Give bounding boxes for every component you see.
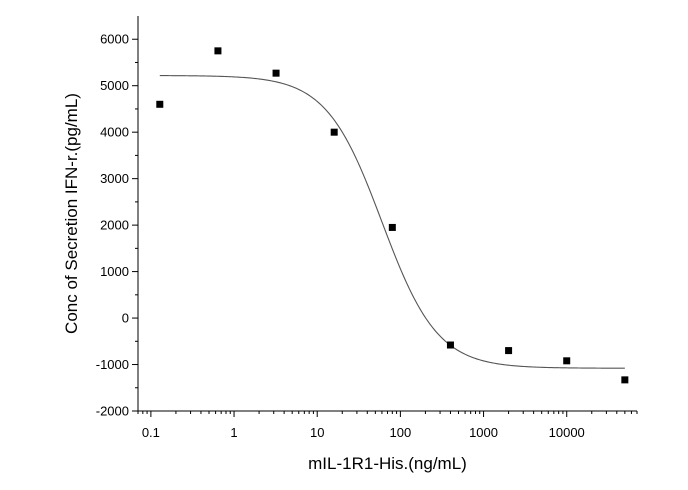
y-tick-label: -1000 xyxy=(96,357,129,372)
y-tick-label: -2000 xyxy=(96,404,129,419)
data-point xyxy=(156,100,164,108)
data-point xyxy=(505,347,513,355)
data-point xyxy=(621,376,629,384)
y-tick-label: 1000 xyxy=(100,264,129,279)
y-tick-label: 0 xyxy=(122,311,129,326)
x-axis-ticks: 0.1 1 10 100 1000 10000 xyxy=(137,411,638,440)
x-tick-label: 100 xyxy=(390,425,412,440)
y-tick-label: 5000 xyxy=(100,78,129,93)
data-points xyxy=(156,47,629,384)
y-axis-title: Conc of Secretion IFN-r.(pg/mL) xyxy=(62,93,81,334)
data-point xyxy=(388,223,396,231)
data-point xyxy=(272,69,280,77)
y-axis-ticks: -2000 -1000 0 1000 2000 3000 4000 5000 6000 xyxy=(96,32,138,419)
x-tick-label: 0.1 xyxy=(142,425,160,440)
y-tick-label: 6000 xyxy=(100,32,129,47)
data-point xyxy=(446,341,454,349)
x-axis-title: mIL-1R1-His.(ng/mL) xyxy=(308,454,467,473)
x-tick-label: 10000 xyxy=(549,425,585,440)
y-tick-label: 3000 xyxy=(100,171,129,186)
y-tick-label: 2000 xyxy=(100,218,129,233)
x-tick-label: 10 xyxy=(310,425,324,440)
x-tick-label: 1000 xyxy=(469,425,498,440)
x-tick-label: 1 xyxy=(230,425,237,440)
data-point xyxy=(214,47,222,55)
fit-curve xyxy=(159,75,625,369)
y-tick-label: 4000 xyxy=(100,125,129,140)
data-point xyxy=(563,357,571,365)
data-point xyxy=(330,128,338,136)
plot-area: -2000 -1000 0 1000 2000 3000 4000 5000 6000 0.1 1… xyxy=(96,16,638,440)
